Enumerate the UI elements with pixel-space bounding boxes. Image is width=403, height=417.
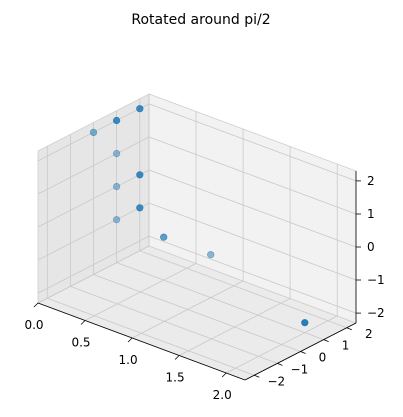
z-tick-label: 0	[367, 240, 375, 254]
data-point	[112, 183, 121, 191]
data-point	[112, 150, 121, 158]
grid-line-z-back	[148, 169, 357, 248]
data-point	[160, 233, 168, 241]
data-point	[136, 171, 144, 179]
gridlines	[37, 94, 357, 376]
data-point	[112, 116, 121, 125]
y-tick-label: 0	[319, 351, 327, 365]
y-tick-label: 1	[342, 339, 350, 353]
grid-line-z-back	[148, 202, 357, 281]
y-tick-mark	[277, 363, 283, 366]
grid-line-z-back	[148, 136, 357, 215]
x-tick-label: 0.0	[24, 318, 43, 332]
data-points	[89, 105, 309, 327]
z-tick-label: 1	[367, 207, 375, 221]
grid-line-y-floor	[93, 274, 301, 352]
y-tick-label: −2	[267, 374, 285, 388]
y-tick-mark	[300, 351, 306, 354]
tick-labels: 0.0 0.5 1.0 1.5 2.0 −2 −1 0 1 2 −2 −1 0 1 2	[24, 174, 384, 402]
z-tick-label: −1	[367, 273, 385, 287]
data-point	[136, 105, 144, 113]
grid-line-z-left	[37, 169, 150, 228]
x-tick-mark	[127, 337, 133, 343]
y-tick-label: −1	[291, 362, 309, 376]
y-tick-mark	[254, 374, 260, 378]
grid-line-y-floor	[47, 297, 255, 376]
x-tick-label: 1.0	[119, 353, 138, 367]
y-tick-mark	[346, 327, 352, 331]
data-point	[136, 204, 144, 212]
grid-line-z-back	[148, 103, 357, 182]
y-tick-mark	[323, 339, 329, 342]
x-tick-mark	[80, 320, 86, 325]
grid-line-y-floor	[116, 262, 324, 340]
grid-line-y-floor	[139, 250, 347, 329]
data-point	[301, 319, 309, 327]
grid-line-y-floor	[70, 286, 278, 364]
y-tick-label: 2	[365, 327, 373, 341]
data-point	[207, 251, 215, 259]
data-point	[112, 216, 121, 224]
chart-title: Rotated around pi/2	[131, 12, 270, 28]
x-tick-mark	[33, 302, 39, 308]
z-tick-label: 2	[367, 174, 375, 188]
x-tick-label: 2.0	[213, 388, 232, 402]
x-tick-label: 1.5	[166, 371, 185, 385]
grid-line-z-left	[37, 202, 150, 261]
x-tick-mark	[174, 355, 180, 360]
grid-line-z-back	[148, 235, 357, 314]
data-point	[89, 128, 98, 136]
grid-line-z-left	[37, 235, 150, 294]
z-tick-label: −2	[367, 306, 385, 320]
x-axis-line	[37, 302, 246, 381]
x-tick-mark	[221, 372, 227, 378]
grid-line-z-left	[37, 136, 150, 195]
x-tick-label: 0.5	[71, 336, 90, 350]
